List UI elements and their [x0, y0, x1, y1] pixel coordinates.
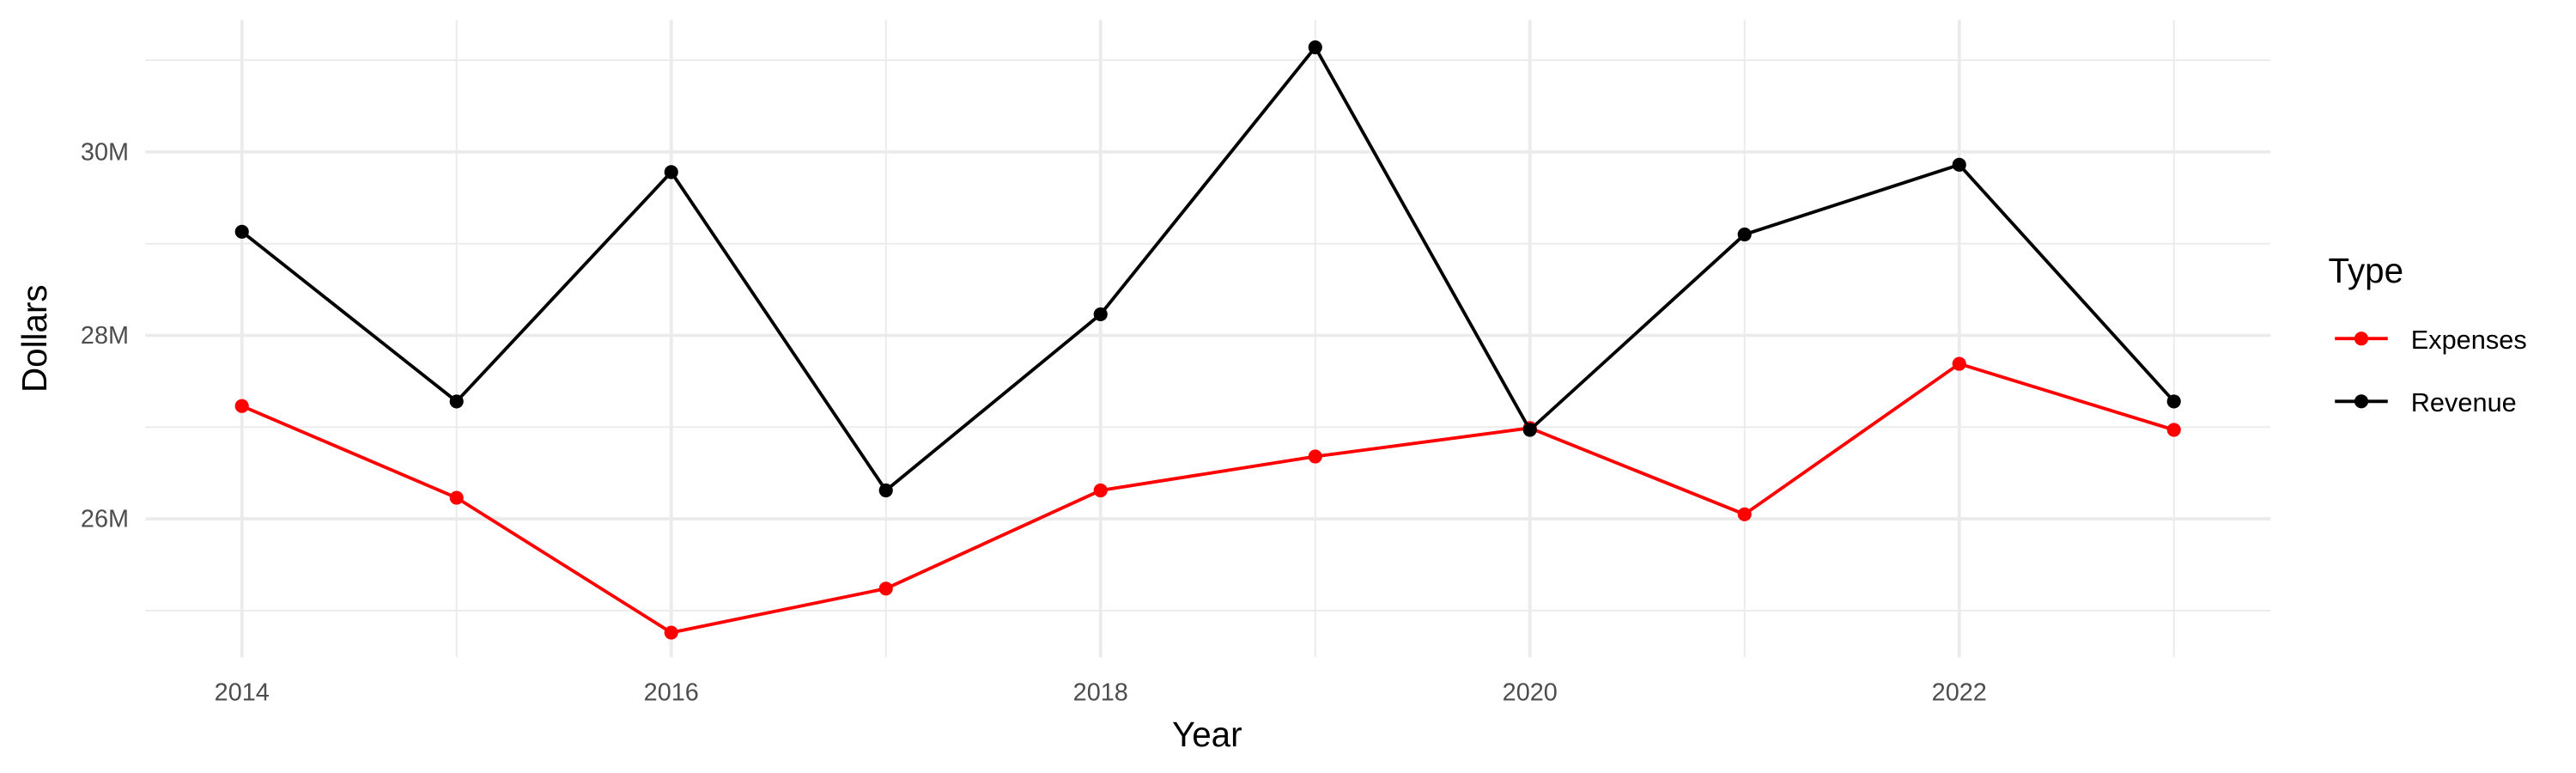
legend-key-point	[2354, 394, 2369, 409]
series-line	[240, 362, 2175, 635]
data-point	[1308, 40, 1322, 55]
data-point	[878, 483, 893, 498]
data-point	[234, 224, 249, 239]
x-tick-label: 2018	[1073, 679, 1128, 706]
data-point	[449, 394, 464, 409]
data-point	[1952, 157, 1966, 172]
data-point	[1737, 227, 1752, 242]
legend-label: Revenue	[2411, 387, 2517, 417]
data-point	[234, 399, 249, 413]
legend-label: Expenses	[2411, 325, 2527, 355]
y-tick-label: 26M	[81, 506, 129, 533]
data-point	[664, 165, 678, 180]
data-point	[2166, 423, 2181, 437]
x-tick-label: 2022	[1932, 679, 1987, 706]
x-tick-label: 2014	[215, 679, 270, 706]
series-line	[240, 44, 2176, 493]
data-point	[1522, 423, 1537, 437]
data-point	[449, 490, 464, 505]
data-point	[1952, 356, 1966, 371]
legend-title: Type	[2329, 251, 2404, 290]
data-point	[878, 581, 893, 596]
data-point	[1308, 449, 1322, 464]
data-point	[1093, 307, 1108, 322]
y-axis-title: Dollars	[15, 284, 54, 393]
data-point	[664, 625, 678, 640]
data-point	[2166, 394, 2181, 409]
y-tick-label: 28M	[81, 322, 129, 350]
x-tick-label: 2020	[1503, 679, 1558, 706]
legend-key-point	[2354, 332, 2369, 346]
x-tick-label: 2016	[644, 679, 699, 706]
y-tick-label: 30M	[81, 138, 129, 166]
x-axis-title: Year	[1172, 715, 1242, 754]
data-point	[1737, 507, 1752, 521]
data-point	[1093, 483, 1108, 498]
